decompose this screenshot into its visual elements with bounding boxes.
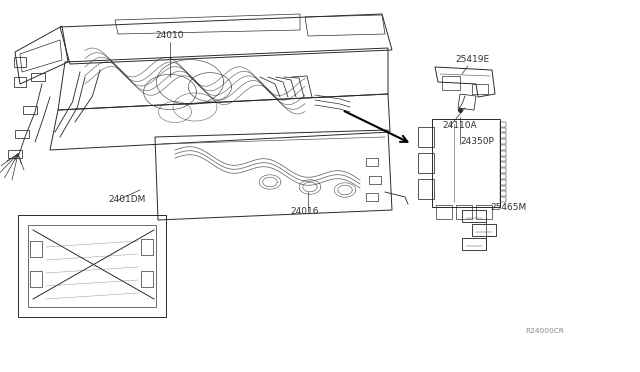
- Bar: [500, 163, 506, 167]
- Bar: [500, 174, 506, 179]
- Text: 24016: 24016: [290, 207, 319, 216]
- Bar: [500, 122, 506, 126]
- Bar: [476, 205, 492, 219]
- Bar: [500, 128, 506, 132]
- Bar: [18, 215, 166, 317]
- Bar: [30, 271, 42, 287]
- Bar: [442, 76, 460, 90]
- Bar: [369, 176, 381, 184]
- Bar: [418, 127, 434, 147]
- Bar: [432, 119, 500, 207]
- Text: 24110A: 24110A: [442, 121, 477, 130]
- Bar: [15, 130, 29, 138]
- Bar: [462, 238, 486, 250]
- Bar: [500, 186, 506, 190]
- Bar: [141, 239, 153, 255]
- Bar: [500, 145, 506, 150]
- Bar: [456, 205, 472, 219]
- Bar: [14, 57, 26, 67]
- Bar: [472, 84, 488, 94]
- Text: R24000CR: R24000CR: [525, 328, 564, 334]
- Bar: [500, 151, 506, 155]
- Bar: [366, 158, 378, 166]
- Bar: [418, 179, 434, 199]
- Bar: [500, 157, 506, 161]
- Text: 2401DM: 2401DM: [108, 195, 145, 204]
- Bar: [500, 139, 506, 144]
- Bar: [472, 224, 496, 236]
- Bar: [436, 205, 452, 219]
- Bar: [30, 241, 42, 257]
- Bar: [366, 193, 378, 201]
- Text: 24350P: 24350P: [460, 137, 494, 146]
- Bar: [500, 168, 506, 173]
- Text: 24010: 24010: [155, 31, 184, 40]
- Text: 25419E: 25419E: [455, 55, 489, 64]
- Bar: [23, 106, 37, 114]
- Bar: [28, 225, 156, 307]
- Bar: [14, 77, 26, 87]
- Bar: [500, 192, 506, 196]
- Bar: [31, 73, 45, 81]
- Bar: [500, 180, 506, 185]
- Text: 25465M: 25465M: [490, 203, 526, 212]
- Bar: [141, 271, 153, 287]
- Bar: [500, 197, 506, 202]
- Bar: [462, 210, 486, 222]
- Bar: [500, 134, 506, 138]
- Bar: [8, 150, 22, 158]
- Bar: [418, 153, 434, 173]
